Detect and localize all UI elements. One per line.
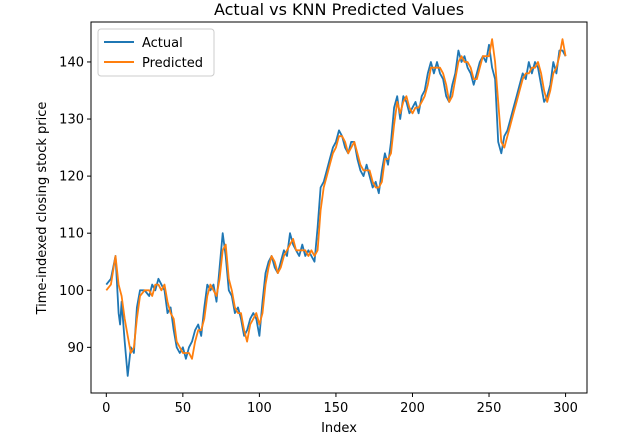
legend-label-predicted: Predicted (142, 56, 203, 71)
y-tick-label: 110 (59, 227, 84, 242)
y-axis-label: Time-indexed closing stock price (35, 102, 50, 316)
y-tick-label: 140 (59, 55, 84, 70)
y-tick-label: 100 (59, 284, 84, 299)
x-tick-label: 300 (553, 401, 578, 416)
x-tick-label: 250 (477, 401, 502, 416)
x-tick-label: 0 (102, 401, 110, 416)
legend-box (97, 28, 215, 77)
x-axis-label: Index (321, 421, 357, 436)
y-axis-ticks: 90 100 110 120 130 140 (59, 55, 91, 356)
legend-label-actual: Actual (142, 36, 183, 51)
legend: Actual Predicted (97, 28, 215, 77)
y-tick-label: 130 (59, 113, 84, 128)
series-lines (105, 38, 567, 377)
x-tick-label: 100 (247, 401, 272, 416)
x-axis-ticks: 0 50 100 150 200 250 300 (102, 393, 578, 416)
x-tick-label: 150 (324, 401, 349, 416)
chart-title: Actual vs KNN Predicted Values (214, 0, 464, 19)
x-tick-label: 50 (175, 401, 192, 416)
plot-frame (90, 21, 588, 394)
x-tick-label: 200 (400, 401, 425, 416)
plot-area: 0 50 100 150 200 250 300 90 100 110 120 130 140 (59, 21, 588, 416)
y-tick-label: 90 (67, 341, 84, 356)
series-line-predicted (105, 38, 567, 360)
y-tick-label: 120 (59, 170, 84, 185)
